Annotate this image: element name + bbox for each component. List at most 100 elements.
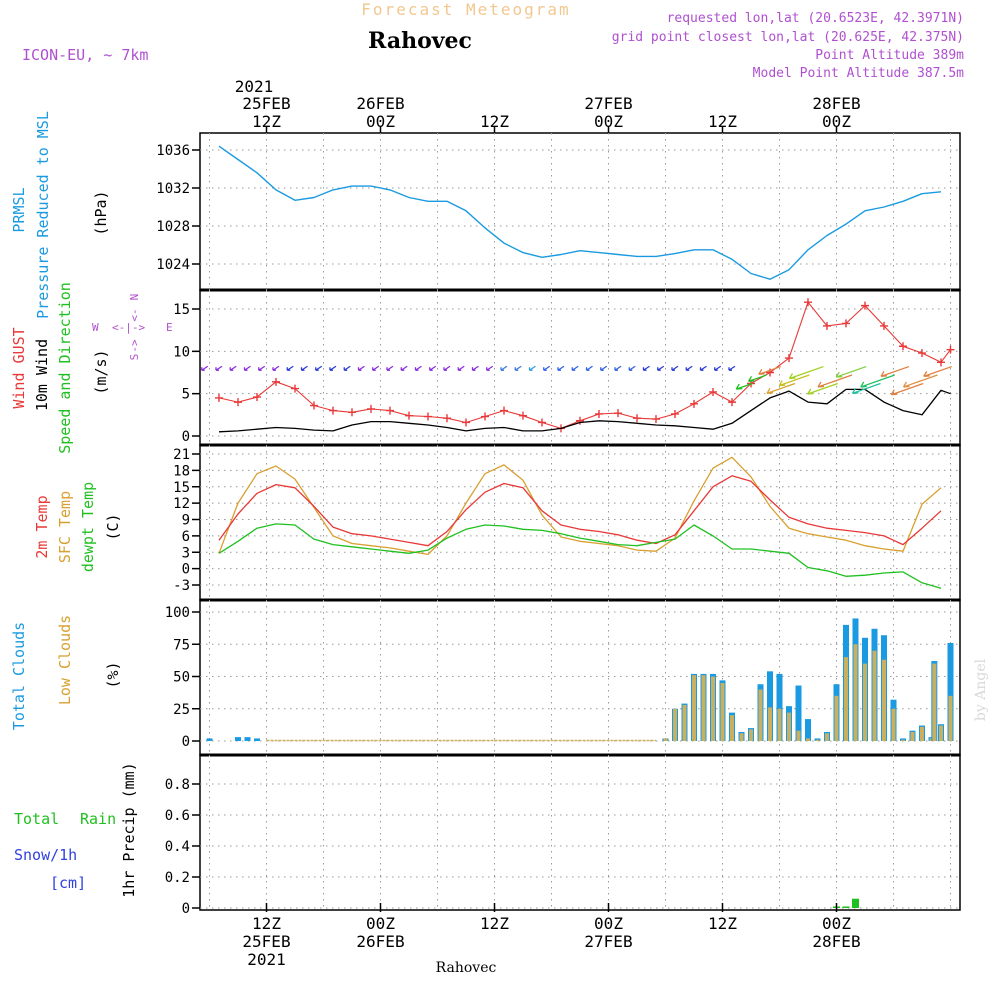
model-label: ICON-EU, ~ 7km <box>22 46 148 64</box>
top-hour-label: 00Z <box>594 112 623 131</box>
precip-rain-label: Rain <box>80 810 116 828</box>
wind-direction-arrow <box>258 365 266 371</box>
compass-north: N <box>128 294 141 301</box>
clouds-y-tick-label: 50 <box>173 670 190 686</box>
wind-gust-marker <box>709 387 717 396</box>
wind-gust-marker <box>500 406 508 415</box>
temp-dewpt-line <box>218 523 942 589</box>
pressure-panel-frame <box>199 132 961 291</box>
wind-direction-arrow <box>443 365 451 371</box>
wind-gust-marker <box>576 416 584 425</box>
chart-title: Rahovec <box>368 28 472 54</box>
wind-gust-marker <box>329 406 337 415</box>
wind-compass: N <- W <-|-> E -> S <box>92 294 173 361</box>
wind-direction-arrow <box>614 365 622 371</box>
wind-direction-arrow <box>201 365 209 371</box>
low-clouds-bar <box>948 695 953 741</box>
wind-direction-arrow-strong <box>778 374 810 387</box>
grid-lines <box>192 133 960 910</box>
temp-y-tick-label: 21 <box>173 447 190 463</box>
wind-direction-arrow <box>429 365 437 371</box>
pressure-msl-label: Pressure Reduced to MSL <box>34 111 52 319</box>
pressure-y-tick-label: 1028 <box>156 219 190 235</box>
top-year-label: 2021 <box>235 77 274 96</box>
wind-direction-arrow <box>286 365 294 371</box>
grid-point-coords: grid point closest lon,lat (20.625E, 42.… <box>612 30 964 45</box>
precip-y-tick-label: 0.8 <box>165 777 190 793</box>
temp-sfc-line <box>218 456 942 556</box>
low-clouds-bar <box>692 675 696 741</box>
top-date-label: 28FEB <box>812 94 860 113</box>
low-clouds-bar <box>882 659 886 741</box>
pressure-y-tick-label: 1036 <box>156 143 190 159</box>
bottom-hour-label: 00Z <box>594 914 623 933</box>
rain-bar <box>852 898 859 908</box>
low-clouds-bar <box>863 663 867 741</box>
wind-gust-line <box>218 301 951 429</box>
total-clouds-bar <box>776 673 783 741</box>
wind-direction-arrow <box>357 365 365 371</box>
wind-10m-label: 10m Wind <box>33 339 51 411</box>
low-clouds-bar <box>806 738 810 741</box>
wind-gust-marker <box>386 406 394 415</box>
wind-direction-arrow-strong <box>890 382 924 396</box>
wind-direction-arrow <box>657 365 665 371</box>
wind-direction-arrow <box>386 365 394 371</box>
bottom-hour-label: 12Z <box>708 914 737 933</box>
low-clouds-bar <box>872 650 877 741</box>
wind-direction-arrow <box>628 365 636 371</box>
low-clouds-bar <box>834 695 839 741</box>
top-date-label: 25FEB <box>242 94 290 113</box>
wind-gust-marker <box>291 384 299 393</box>
low-clouds-bar <box>796 730 801 741</box>
total-clouds-bar <box>795 685 802 741</box>
clouds-y-tick-label: 25 <box>173 702 190 718</box>
wind-direction-arrow <box>243 365 251 371</box>
low-clouds-bar <box>701 675 706 741</box>
wind-gust-marker <box>272 377 280 386</box>
wind-gust-marker <box>367 404 375 413</box>
point-altitude: Point Altitude 389m <box>815 48 964 63</box>
wind-direction-arrow <box>600 365 608 371</box>
wind-direction-arrow <box>414 365 422 371</box>
wind-direction-arrow <box>571 365 579 371</box>
low-clouds-bar <box>939 725 943 741</box>
low-clouds-bar <box>739 733 744 741</box>
clouds-unit-label: (%) <box>104 661 122 688</box>
low-clouds-bar <box>901 739 905 741</box>
wind-gust-marker <box>405 411 413 420</box>
low-clouds-bar <box>787 712 791 741</box>
total-clouds-bar <box>767 671 773 741</box>
wind-direction-arrow-strong <box>835 365 867 378</box>
wind-direction-arrow <box>400 365 408 371</box>
prmsl-label: PRMSL <box>10 187 28 232</box>
temp-y-tick-label: 6 <box>182 529 190 545</box>
wind-direction-arrow <box>300 365 308 371</box>
wind-direction-arrow-strong <box>851 382 881 394</box>
low-clouds-bar <box>720 682 725 741</box>
super-title: Forecast Meteogram <box>361 0 570 19</box>
wind-direction-arrow <box>699 365 707 371</box>
top-date-label: 26FEB <box>356 94 404 113</box>
temp-2m-label: 2m Temp <box>33 495 51 558</box>
wind-direction-arrow <box>343 365 351 371</box>
total-clouds-bar <box>805 719 811 741</box>
wind-direction-arrow <box>457 365 465 371</box>
wind-y-tick-label: 10 <box>173 344 190 360</box>
compass-west-east-arrows: <-|-> <box>112 321 145 334</box>
bottom-hour-label: 12Z <box>252 914 281 933</box>
wind-gust-marker <box>348 408 356 417</box>
wind-direction-arrow-strong <box>880 365 910 378</box>
total-clouds-bar <box>254 738 260 741</box>
wind-gust-marker <box>253 393 261 402</box>
wind-direction-arrow <box>543 365 551 371</box>
rain-bar <box>842 906 850 908</box>
total-clouds-bar <box>244 737 251 741</box>
clouds-y-tick-label: 75 <box>173 637 190 653</box>
low-clouds-bar <box>853 644 858 741</box>
bottom-hour-label: 00Z <box>366 914 395 933</box>
low-clouds-bar <box>663 738 668 741</box>
low-clouds-bar <box>730 715 734 741</box>
